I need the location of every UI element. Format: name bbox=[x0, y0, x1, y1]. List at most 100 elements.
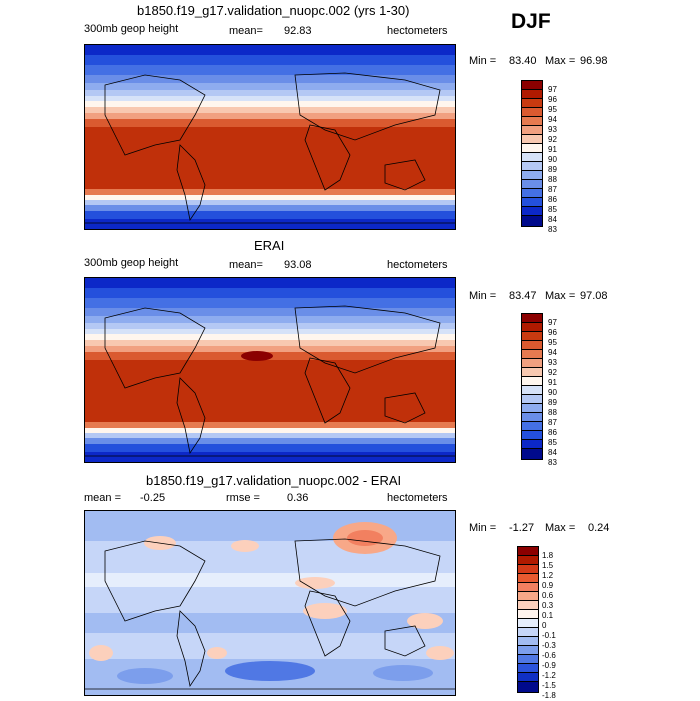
zonal-band bbox=[85, 360, 455, 422]
panel1-map bbox=[84, 44, 456, 230]
colorbar-swatch bbox=[522, 341, 542, 350]
zonal-band bbox=[85, 573, 455, 587]
colorbar-swatch bbox=[522, 404, 542, 413]
colorbar-swatch bbox=[522, 207, 542, 216]
panel2-colorbar bbox=[521, 313, 543, 460]
colorbar-tick-label: 92 bbox=[548, 368, 557, 377]
colorbar-swatch bbox=[522, 144, 542, 153]
zonal-band bbox=[85, 316, 455, 323]
panel3-colorbar bbox=[517, 546, 539, 693]
zonal-band bbox=[85, 428, 455, 433]
colorbar-tick-label: 86 bbox=[548, 428, 557, 437]
zonal-band bbox=[85, 119, 455, 127]
zonal-band bbox=[85, 298, 455, 308]
colorbar-swatch bbox=[522, 314, 542, 323]
colorbar-tick-label: -0.1 bbox=[542, 631, 556, 640]
colorbar-tick-label: 96 bbox=[548, 95, 557, 104]
colorbar-swatch bbox=[522, 422, 542, 431]
colorbar-tick-label: 90 bbox=[548, 388, 557, 397]
colorbar-swatch bbox=[518, 637, 538, 646]
panel3-mean-value: -0.25 bbox=[140, 492, 166, 504]
zonal-band bbox=[85, 96, 455, 101]
colorbar-swatch bbox=[522, 413, 542, 422]
zonal-band bbox=[85, 45, 455, 55]
coastlines bbox=[85, 538, 455, 690]
colorbar-tick-label: 89 bbox=[548, 165, 557, 174]
colorbar-tick-label: 1.8 bbox=[542, 551, 554, 560]
zonal-band bbox=[85, 219, 455, 229]
colorbar-tick-label: 97 bbox=[548, 318, 557, 327]
panel2-mean-value: 93.08 bbox=[284, 259, 312, 271]
colorbar-swatch bbox=[522, 440, 542, 449]
coastlines bbox=[85, 305, 455, 457]
colorbar-tick-label: 0 bbox=[542, 621, 547, 630]
colorbar-swatch bbox=[522, 135, 542, 144]
colorbar-swatch bbox=[522, 189, 542, 198]
colorbar-tick-label: 95 bbox=[548, 338, 557, 347]
colorbar-tick-label: 0.6 bbox=[542, 591, 554, 600]
colorbar-tick-label: 85 bbox=[548, 205, 557, 214]
zonal-band bbox=[85, 211, 455, 219]
panel3-max-value: 0.24 bbox=[588, 522, 610, 534]
panel2-variable-label: 300mb geop height bbox=[84, 257, 179, 269]
colorbar-tick-label: 89 bbox=[548, 398, 557, 407]
colorbar-tick-label: 92 bbox=[548, 135, 557, 144]
colorbar-tick-label: 96 bbox=[548, 328, 557, 337]
colorbar-swatch bbox=[518, 556, 538, 565]
panel1-min-label: Min = bbox=[469, 55, 497, 67]
colorbar-swatch bbox=[522, 449, 542, 459]
panel1-colorbar-labels: 97 96 95 94 93 92 91 90 89 88 87 86 85 8… bbox=[548, 85, 557, 235]
colorbar-tick-label: 84 bbox=[548, 215, 557, 224]
zonal-band bbox=[85, 433, 455, 438]
zonal-band bbox=[85, 200, 455, 205]
zonal-band bbox=[85, 107, 455, 113]
colorbar-swatch bbox=[522, 90, 542, 99]
colorbar-swatch bbox=[518, 628, 538, 637]
panel1-variable-label: 300mb geop height bbox=[84, 23, 179, 35]
panel1-colorbar bbox=[521, 80, 543, 227]
panel1-max-value: 96.98 bbox=[580, 55, 608, 67]
colorbar-swatch bbox=[518, 619, 538, 628]
colorbar-swatch bbox=[518, 583, 538, 592]
panel3-title: b1850.f19_g17.validation_nuopc.002 - ERA… bbox=[146, 473, 402, 488]
panel2-min-value: 83.47 bbox=[509, 290, 537, 302]
colorbar-swatch bbox=[522, 332, 542, 341]
zonal-band bbox=[85, 278, 455, 288]
zonal-band bbox=[85, 340, 455, 346]
colorbar-tick-label: 94 bbox=[548, 115, 557, 124]
colorbar-swatch bbox=[518, 601, 538, 610]
colorbar-swatch bbox=[522, 431, 542, 440]
colorbar-tick-label: -0.9 bbox=[542, 661, 556, 670]
colorbar-tick-label: 87 bbox=[548, 185, 557, 194]
colorbar-tick-label: 0.1 bbox=[542, 611, 554, 620]
panel3-colorbar-labels: 1.8 1.5 1.2 0.9 0.6 0.3 0.1 0 -0.1 -0.3 … bbox=[542, 551, 556, 701]
panel1-mean-label: mean= bbox=[229, 25, 263, 37]
positive-anomaly bbox=[407, 613, 443, 629]
zonal-band bbox=[85, 452, 455, 462]
panel2-map bbox=[84, 277, 456, 463]
zonal-band bbox=[85, 334, 455, 340]
zonal-band bbox=[85, 613, 455, 633]
panel3-min-value: -1.27 bbox=[509, 522, 535, 534]
panel3-mean-label: mean = bbox=[84, 492, 121, 504]
colorbar-swatch bbox=[518, 565, 538, 574]
colorbar-tick-label: 90 bbox=[548, 155, 557, 164]
negative-anomaly bbox=[373, 665, 433, 681]
colorbar-swatch bbox=[518, 610, 538, 619]
colorbar-swatch bbox=[518, 664, 538, 673]
colorbar-swatch bbox=[522, 377, 542, 386]
colorbar-tick-label: 1.5 bbox=[542, 561, 554, 570]
colorbar-swatch bbox=[522, 350, 542, 359]
colorbar-tick-label: 0.3 bbox=[542, 601, 554, 610]
zonal-band bbox=[85, 113, 455, 119]
colorbar-tick-label: 83 bbox=[548, 225, 557, 234]
panel2-units: hectometers bbox=[387, 259, 448, 271]
colorbar-swatch bbox=[522, 153, 542, 162]
colorbar-swatch bbox=[518, 673, 538, 682]
positive-anomaly bbox=[231, 540, 259, 552]
colorbar-swatch bbox=[518, 682, 538, 692]
panel2-title: ERAI bbox=[254, 238, 285, 253]
zonal-band bbox=[85, 438, 455, 444]
colorbar-tick-label: 86 bbox=[548, 195, 557, 204]
colorbar-tick-label: 0.9 bbox=[542, 581, 554, 590]
